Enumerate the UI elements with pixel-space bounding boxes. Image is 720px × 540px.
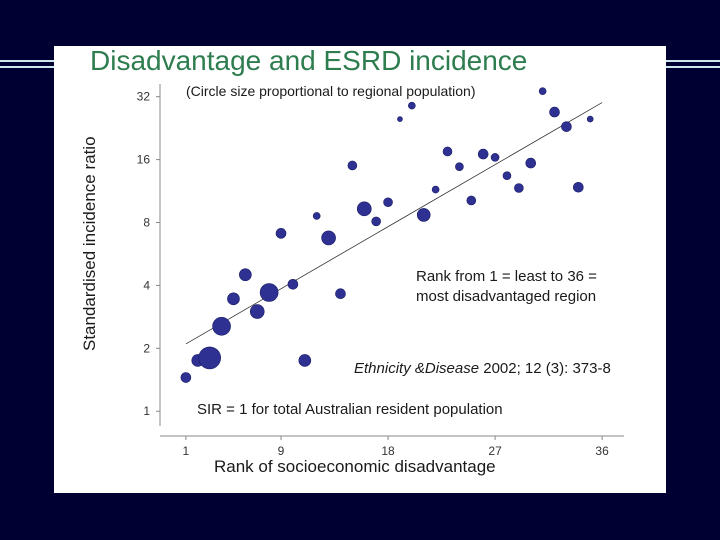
- data-point-6: [239, 268, 252, 282]
- data-point-15: [347, 160, 358, 171]
- data-point-10: [287, 278, 299, 290]
- y-tick-label-8: 8: [143, 216, 150, 230]
- data-point-34: [573, 181, 584, 193]
- data-point-8: [259, 283, 279, 302]
- data-point-9: [275, 228, 287, 239]
- data-point-22: [431, 185, 440, 194]
- data-point-35: [586, 115, 594, 123]
- axes: 1 2 4 8 16 32 1 9 18 27 36: [137, 84, 624, 458]
- data-point-28: [502, 171, 512, 180]
- y-tick-label-4: 4: [143, 278, 150, 292]
- data-point-26: [477, 148, 489, 160]
- data-point-24: [455, 162, 464, 171]
- data-point-21: [416, 208, 431, 222]
- y-axis-label: Standardised incidence ratio: [80, 136, 99, 351]
- y-tick-label-2: 2: [143, 341, 150, 355]
- data-point-31: [538, 87, 547, 95]
- rank-annotation-line2: most disadvantaged region: [416, 288, 597, 305]
- data-point-13: [321, 230, 336, 246]
- x-tick-label-9: 9: [278, 444, 285, 458]
- x-tick-label-27: 27: [488, 444, 502, 458]
- rank-annotation-line1: Rank from 1 = least to 36 =: [416, 268, 597, 285]
- scatter-chart: 1 2 4 8 16 32 1 9 18 27 36: [137, 84, 624, 458]
- data-point-32: [549, 106, 560, 118]
- data-point-12: [312, 212, 321, 220]
- chart-panel: 1 2 4 8 16 32 1 9 18 27 36 Disadvantage and ESRD i…: [54, 45, 666, 493]
- data-point-7: [249, 304, 265, 319]
- data-point-33: [561, 121, 572, 132]
- rank-annotation: Rank from 1 = least to 36 = most disadva…: [416, 267, 597, 307]
- x-tick-label-18: 18: [381, 444, 395, 458]
- citation-reference: 2002; 12 (3): 373-8: [479, 360, 611, 377]
- x-axis-label: Rank of socioeconomic disadvantage: [214, 457, 496, 476]
- chart-title: Disadvantage and ESRD incidence: [90, 45, 528, 76]
- chart-subtitle: (Circle size proportional to regional po…: [186, 83, 476, 99]
- x-tick-label-36: 36: [595, 444, 609, 458]
- trendline-group: [185, 102, 603, 345]
- x-tick-label-1: 1: [183, 444, 190, 458]
- data-point-14: [335, 288, 346, 300]
- data-point-3: [198, 346, 221, 370]
- header-rule-right-2: [666, 66, 720, 68]
- sir-note: SIR = 1 for total Australian resident po…: [197, 401, 503, 418]
- data-point-1: [180, 372, 192, 383]
- data-point-29: [514, 183, 524, 193]
- header-rule-left-2: [0, 66, 54, 68]
- data-point-4: [212, 316, 231, 336]
- data-point-19: [397, 116, 403, 122]
- citation-journal: Ethnicity &Disease: [354, 360, 480, 377]
- header-rule-right-1: [666, 60, 720, 62]
- data-point-27: [490, 153, 500, 162]
- data-point-30: [525, 157, 537, 169]
- trendline: [185, 102, 603, 345]
- citation: Ethnicity &Disease 2002; 12 (3): 373-8: [354, 360, 611, 377]
- data-point-20: [408, 101, 416, 110]
- data-point-17: [371, 216, 381, 227]
- data-point-18: [383, 197, 393, 208]
- data-point-16: [356, 201, 372, 217]
- data-point-25: [466, 195, 477, 206]
- header-rule-left-1: [0, 60, 54, 62]
- y-tick-label-32: 32: [137, 90, 151, 104]
- data-point-11: [298, 354, 312, 367]
- y-tick-label-16: 16: [137, 153, 151, 167]
- data-points: [180, 87, 594, 383]
- data-point-23: [442, 146, 453, 157]
- data-point-5: [227, 292, 240, 306]
- y-tick-label-1: 1: [143, 404, 150, 418]
